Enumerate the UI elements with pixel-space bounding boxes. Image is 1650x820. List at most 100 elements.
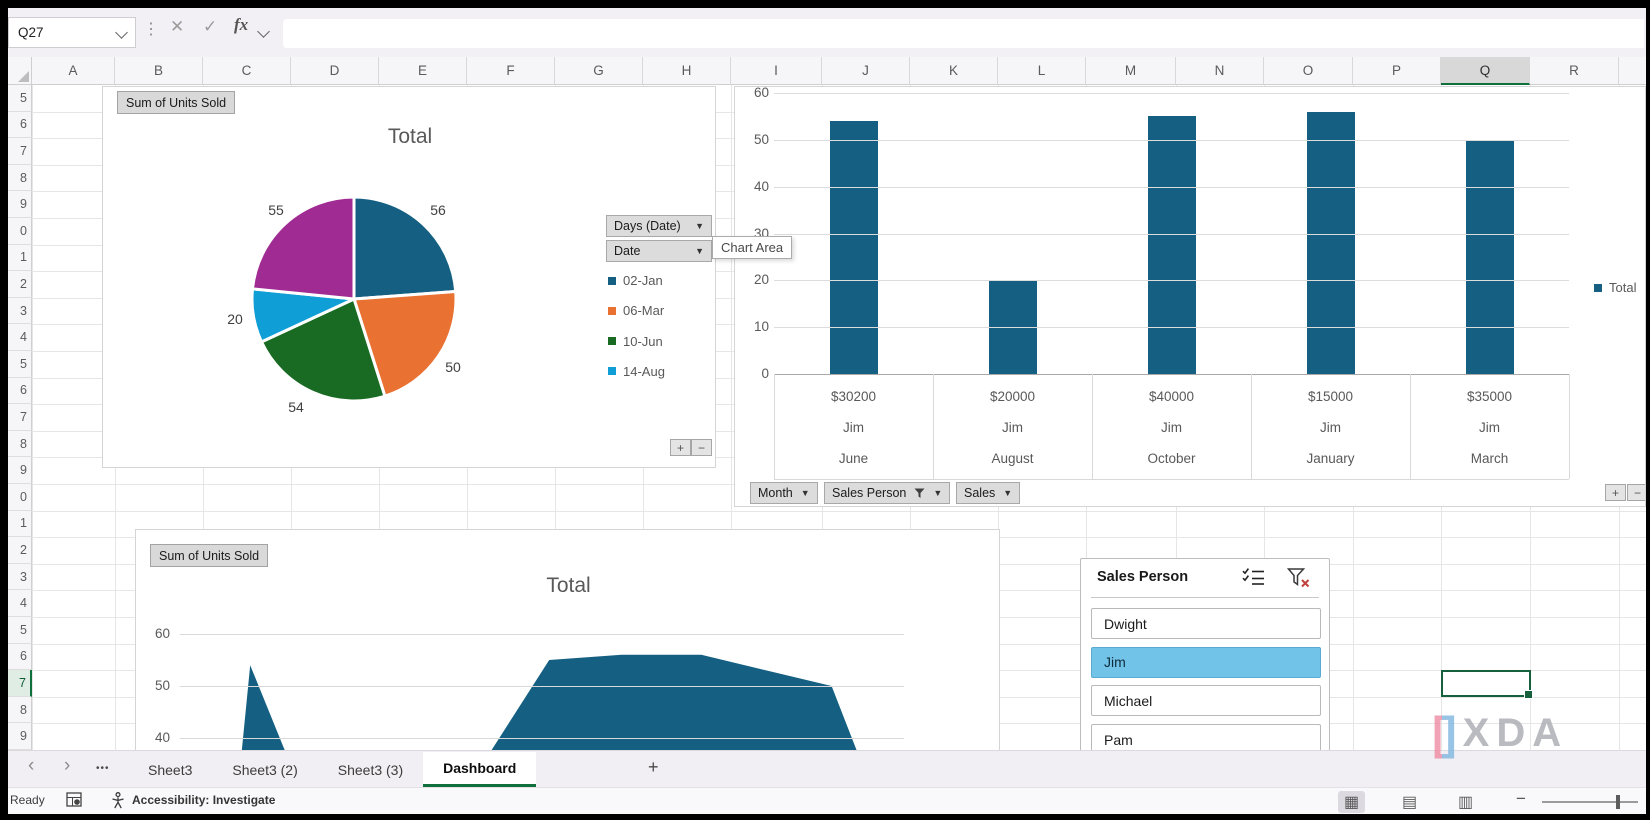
column-header-M[interactable]: M [1086, 57, 1176, 85]
page-layout-view-icon[interactable]: ▤ [1402, 794, 1418, 811]
column-header-C[interactable]: C [203, 57, 291, 85]
column-header-O[interactable]: O [1264, 57, 1353, 85]
bar-legend-item[interactable]: Total [1594, 280, 1636, 295]
row-header-3[interactable]: 3 [8, 563, 32, 591]
row-header-4[interactable]: 4 [8, 324, 32, 351]
pie-plot[interactable] [103, 87, 716, 468]
row-header-4[interactable]: 4 [8, 590, 32, 617]
column-header-L[interactable]: L [998, 57, 1086, 85]
area-pivot-chart[interactable]: Sum of Units Sold Total 60 50 40 [135, 529, 1000, 754]
name-box[interactable]: Q27 [8, 17, 136, 48]
pie-slice[interactable] [352, 195, 458, 301]
column-header-J[interactable]: J [822, 57, 910, 85]
bar-june-to-march-June[interactable] [829, 121, 878, 374]
row-header-7[interactable]: 7 [8, 670, 32, 697]
area-chart-title[interactable]: Total [546, 574, 591, 597]
row-header-5[interactable]: 5 [8, 617, 32, 644]
name-box-chevron-icon[interactable] [115, 26, 128, 39]
column-header-A[interactable]: A [32, 57, 115, 85]
row-header-2[interactable]: 2 [8, 537, 32, 564]
sheet-tab-Sheet3[interactable]: Sheet3 [148, 761, 193, 778]
row-header-0[interactable]: 0 [8, 484, 32, 511]
fx-icon[interactable]: fx [234, 15, 249, 34]
chart-collapse-button[interactable]: − [691, 439, 712, 456]
row-header-9[interactable]: 9 [8, 723, 32, 750]
bar-june-to-march-January[interactable] [1306, 111, 1355, 374]
pie-pivot-field-button[interactable]: Sum of Units Sold [117, 91, 236, 114]
column-header-R[interactable]: R [1530, 57, 1619, 85]
column-header-I[interactable]: I [731, 57, 822, 85]
sales-person-slicer[interactable]: Sales Person Dwight Jim Michael Pam [1080, 558, 1330, 788]
multi-select-icon[interactable] [1241, 567, 1266, 590]
row-header-6[interactable]: 6 [8, 643, 32, 671]
fx-chevron-icon[interactable] [257, 25, 270, 38]
row-header-9[interactable]: 9 [8, 457, 32, 484]
column-header-B[interactable]: B [115, 57, 203, 85]
row-header-7[interactable]: 7 [8, 404, 32, 431]
row-header-3[interactable]: 3 [8, 297, 32, 325]
field-button-Sales[interactable]: Sales ▼ [956, 482, 1021, 504]
sheet-tab-Sheet3-2-[interactable]: Sheet3 (2) [232, 761, 298, 778]
pie-slice[interactable] [250, 195, 356, 301]
column-header-N[interactable]: N [1176, 57, 1264, 85]
row-header-0[interactable]: 0 [8, 218, 32, 245]
row-header-6[interactable]: 6 [8, 377, 32, 405]
field-button-Date[interactable]: Date ▼ [606, 240, 712, 262]
row-header-5[interactable]: 5 [8, 351, 32, 378]
field-button-Sales Person[interactable]: Sales Person ▼ [824, 482, 951, 504]
formula-input[interactable] [283, 19, 1644, 48]
row-header-6[interactable]: 6 [8, 111, 32, 139]
column-header-G[interactable]: G [555, 57, 643, 85]
row-header-8[interactable]: 8 [8, 430, 32, 458]
accessibility-status[interactable]: Accessibility: Investigate [132, 793, 276, 807]
column-header-F[interactable]: F [467, 57, 555, 85]
add-sheet-button[interactable]: + [648, 757, 659, 777]
formula-bar-dots-icon[interactable]: ⋮ [143, 21, 159, 38]
status-mode[interactable]: Ready [10, 793, 45, 807]
fill-handle[interactable] [1524, 690, 1533, 699]
chart-collapse-button[interactable]: − [1627, 484, 1645, 501]
legend-item-14-Aug[interactable]: 14-Aug [608, 364, 665, 379]
pie-pivot-chart[interactable]: Sum of Units Sold Total 56 50 54 20 55 Days … [102, 86, 716, 468]
zoom-out-icon[interactable]: − [1516, 789, 1526, 808]
area-series[interactable] [238, 654, 872, 754]
accessibility-icon[interactable] [110, 792, 126, 812]
slicer-item-Dwight[interactable]: Dwight [1091, 608, 1321, 639]
row-header-9[interactable]: 9 [8, 191, 32, 218]
column-header-D[interactable]: D [291, 57, 379, 85]
tab-nav-next-icon[interactable]: › [64, 755, 71, 776]
pie-slice[interactable] [351, 289, 458, 399]
row-header-2[interactable]: 2 [8, 271, 32, 298]
field-button-Month[interactable]: Month ▼ [750, 482, 818, 504]
column-header-H[interactable]: H [643, 57, 731, 85]
macro-record-icon[interactable] [66, 792, 82, 810]
chart-expand-button[interactable]: + [1605, 484, 1626, 501]
tab-nav-prev-icon[interactable]: ‹ [28, 755, 35, 776]
clear-filter-icon[interactable] [1286, 567, 1311, 594]
selected-cell[interactable] [1441, 670, 1533, 699]
slicer-item-Michael[interactable]: Michael [1091, 685, 1321, 717]
page-break-view-icon[interactable]: ▥ [1458, 794, 1474, 811]
legend-item-10-Jun[interactable]: 10-Jun [608, 334, 663, 349]
zoom-slider-track[interactable] [1542, 801, 1638, 803]
normal-view-icon[interactable]: ▦ [1338, 791, 1366, 813]
confirm-icon[interactable]: ✓ [203, 17, 218, 36]
tab-more-icon[interactable]: ••• [96, 763, 110, 774]
zoom-slider-handle[interactable] [1616, 795, 1620, 809]
bar-pivot-chart[interactable]: 0 10 20 30 40 50 60 $30200 Jim June $20000 Jim Augus… [734, 86, 1646, 507]
column-header-K[interactable]: K [910, 57, 998, 85]
chart-expand-button[interactable]: + [670, 439, 691, 456]
row-header-5[interactable]: 5 [8, 85, 32, 112]
column-header-E[interactable]: E [379, 57, 467, 85]
row-header-1[interactable]: 1 [8, 244, 32, 272]
sheet-tab-Sheet3-3-[interactable]: Sheet3 (3) [337, 761, 404, 778]
row-header-8[interactable]: 8 [8, 696, 32, 724]
pie-slice[interactable] [259, 296, 387, 403]
bar-june-to-march-October[interactable] [1147, 116, 1196, 374]
legend-item-02-Jan[interactable]: 02-Jan [608, 273, 663, 288]
column-header-partial[interactable] [1619, 57, 1650, 85]
area-pivot-field-button[interactable]: Sum of Units Sold [150, 544, 269, 567]
column-header-P[interactable]: P [1353, 57, 1441, 85]
row-header-8[interactable]: 8 [8, 164, 32, 192]
pie-chart-title[interactable]: Total [387, 125, 433, 148]
